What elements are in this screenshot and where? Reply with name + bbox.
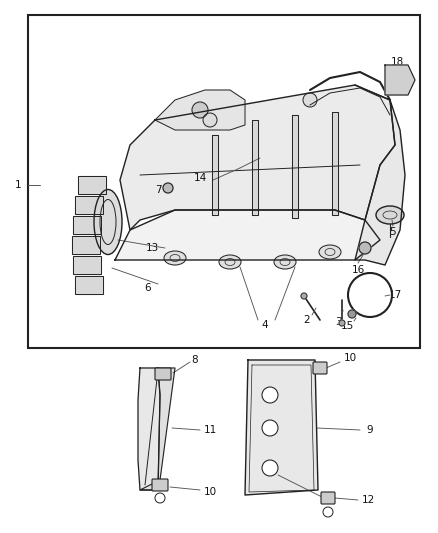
Text: 11: 11 <box>203 425 217 435</box>
Bar <box>72 236 100 254</box>
Ellipse shape <box>319 245 341 259</box>
Bar <box>73 256 101 274</box>
Circle shape <box>348 273 392 317</box>
Polygon shape <box>385 65 415 95</box>
Text: 9: 9 <box>367 425 373 435</box>
Bar <box>75 196 103 214</box>
Text: 10: 10 <box>203 487 216 497</box>
Bar <box>72 236 100 254</box>
Text: 10: 10 <box>343 353 357 363</box>
Text: 6: 6 <box>145 283 151 293</box>
Text: 16: 16 <box>351 265 364 275</box>
Text: 8: 8 <box>192 355 198 365</box>
Polygon shape <box>292 115 298 218</box>
Bar <box>78 176 106 194</box>
Polygon shape <box>138 368 160 490</box>
Polygon shape <box>245 360 318 495</box>
Text: 18: 18 <box>390 57 404 67</box>
Circle shape <box>262 420 278 436</box>
Circle shape <box>192 102 208 118</box>
Text: 7: 7 <box>155 185 161 195</box>
Text: 17: 17 <box>389 290 402 300</box>
FancyBboxPatch shape <box>152 479 168 491</box>
Bar <box>73 216 101 234</box>
Polygon shape <box>155 90 245 130</box>
Ellipse shape <box>376 206 404 224</box>
Ellipse shape <box>274 255 296 269</box>
Text: 14: 14 <box>193 173 207 183</box>
Ellipse shape <box>164 251 186 265</box>
Text: 13: 13 <box>145 243 159 253</box>
Bar <box>75 276 103 294</box>
Bar <box>75 276 103 294</box>
Text: 2: 2 <box>304 315 310 325</box>
Polygon shape <box>140 368 175 490</box>
Circle shape <box>359 242 371 254</box>
FancyBboxPatch shape <box>313 362 327 374</box>
Circle shape <box>203 113 217 127</box>
Circle shape <box>163 183 173 193</box>
Bar <box>75 196 103 214</box>
Text: 3: 3 <box>335 317 341 327</box>
Text: 15: 15 <box>340 321 353 331</box>
Text: 12: 12 <box>361 495 374 505</box>
Polygon shape <box>212 135 218 215</box>
Circle shape <box>262 387 278 403</box>
FancyBboxPatch shape <box>155 368 171 380</box>
Circle shape <box>303 93 317 107</box>
Bar <box>73 256 101 274</box>
Polygon shape <box>355 85 405 265</box>
Polygon shape <box>115 210 380 260</box>
Polygon shape <box>120 85 395 230</box>
Circle shape <box>339 320 345 326</box>
Text: 1: 1 <box>15 180 21 190</box>
Bar <box>78 176 106 194</box>
Circle shape <box>301 293 307 299</box>
Bar <box>73 216 101 234</box>
Ellipse shape <box>219 255 241 269</box>
Circle shape <box>262 460 278 476</box>
Text: 4: 4 <box>261 320 268 330</box>
Polygon shape <box>332 112 338 215</box>
FancyBboxPatch shape <box>321 492 335 504</box>
Bar <box>28 15 420 348</box>
Circle shape <box>348 310 356 318</box>
Polygon shape <box>252 120 258 215</box>
Text: 5: 5 <box>390 227 396 237</box>
Ellipse shape <box>94 190 122 254</box>
